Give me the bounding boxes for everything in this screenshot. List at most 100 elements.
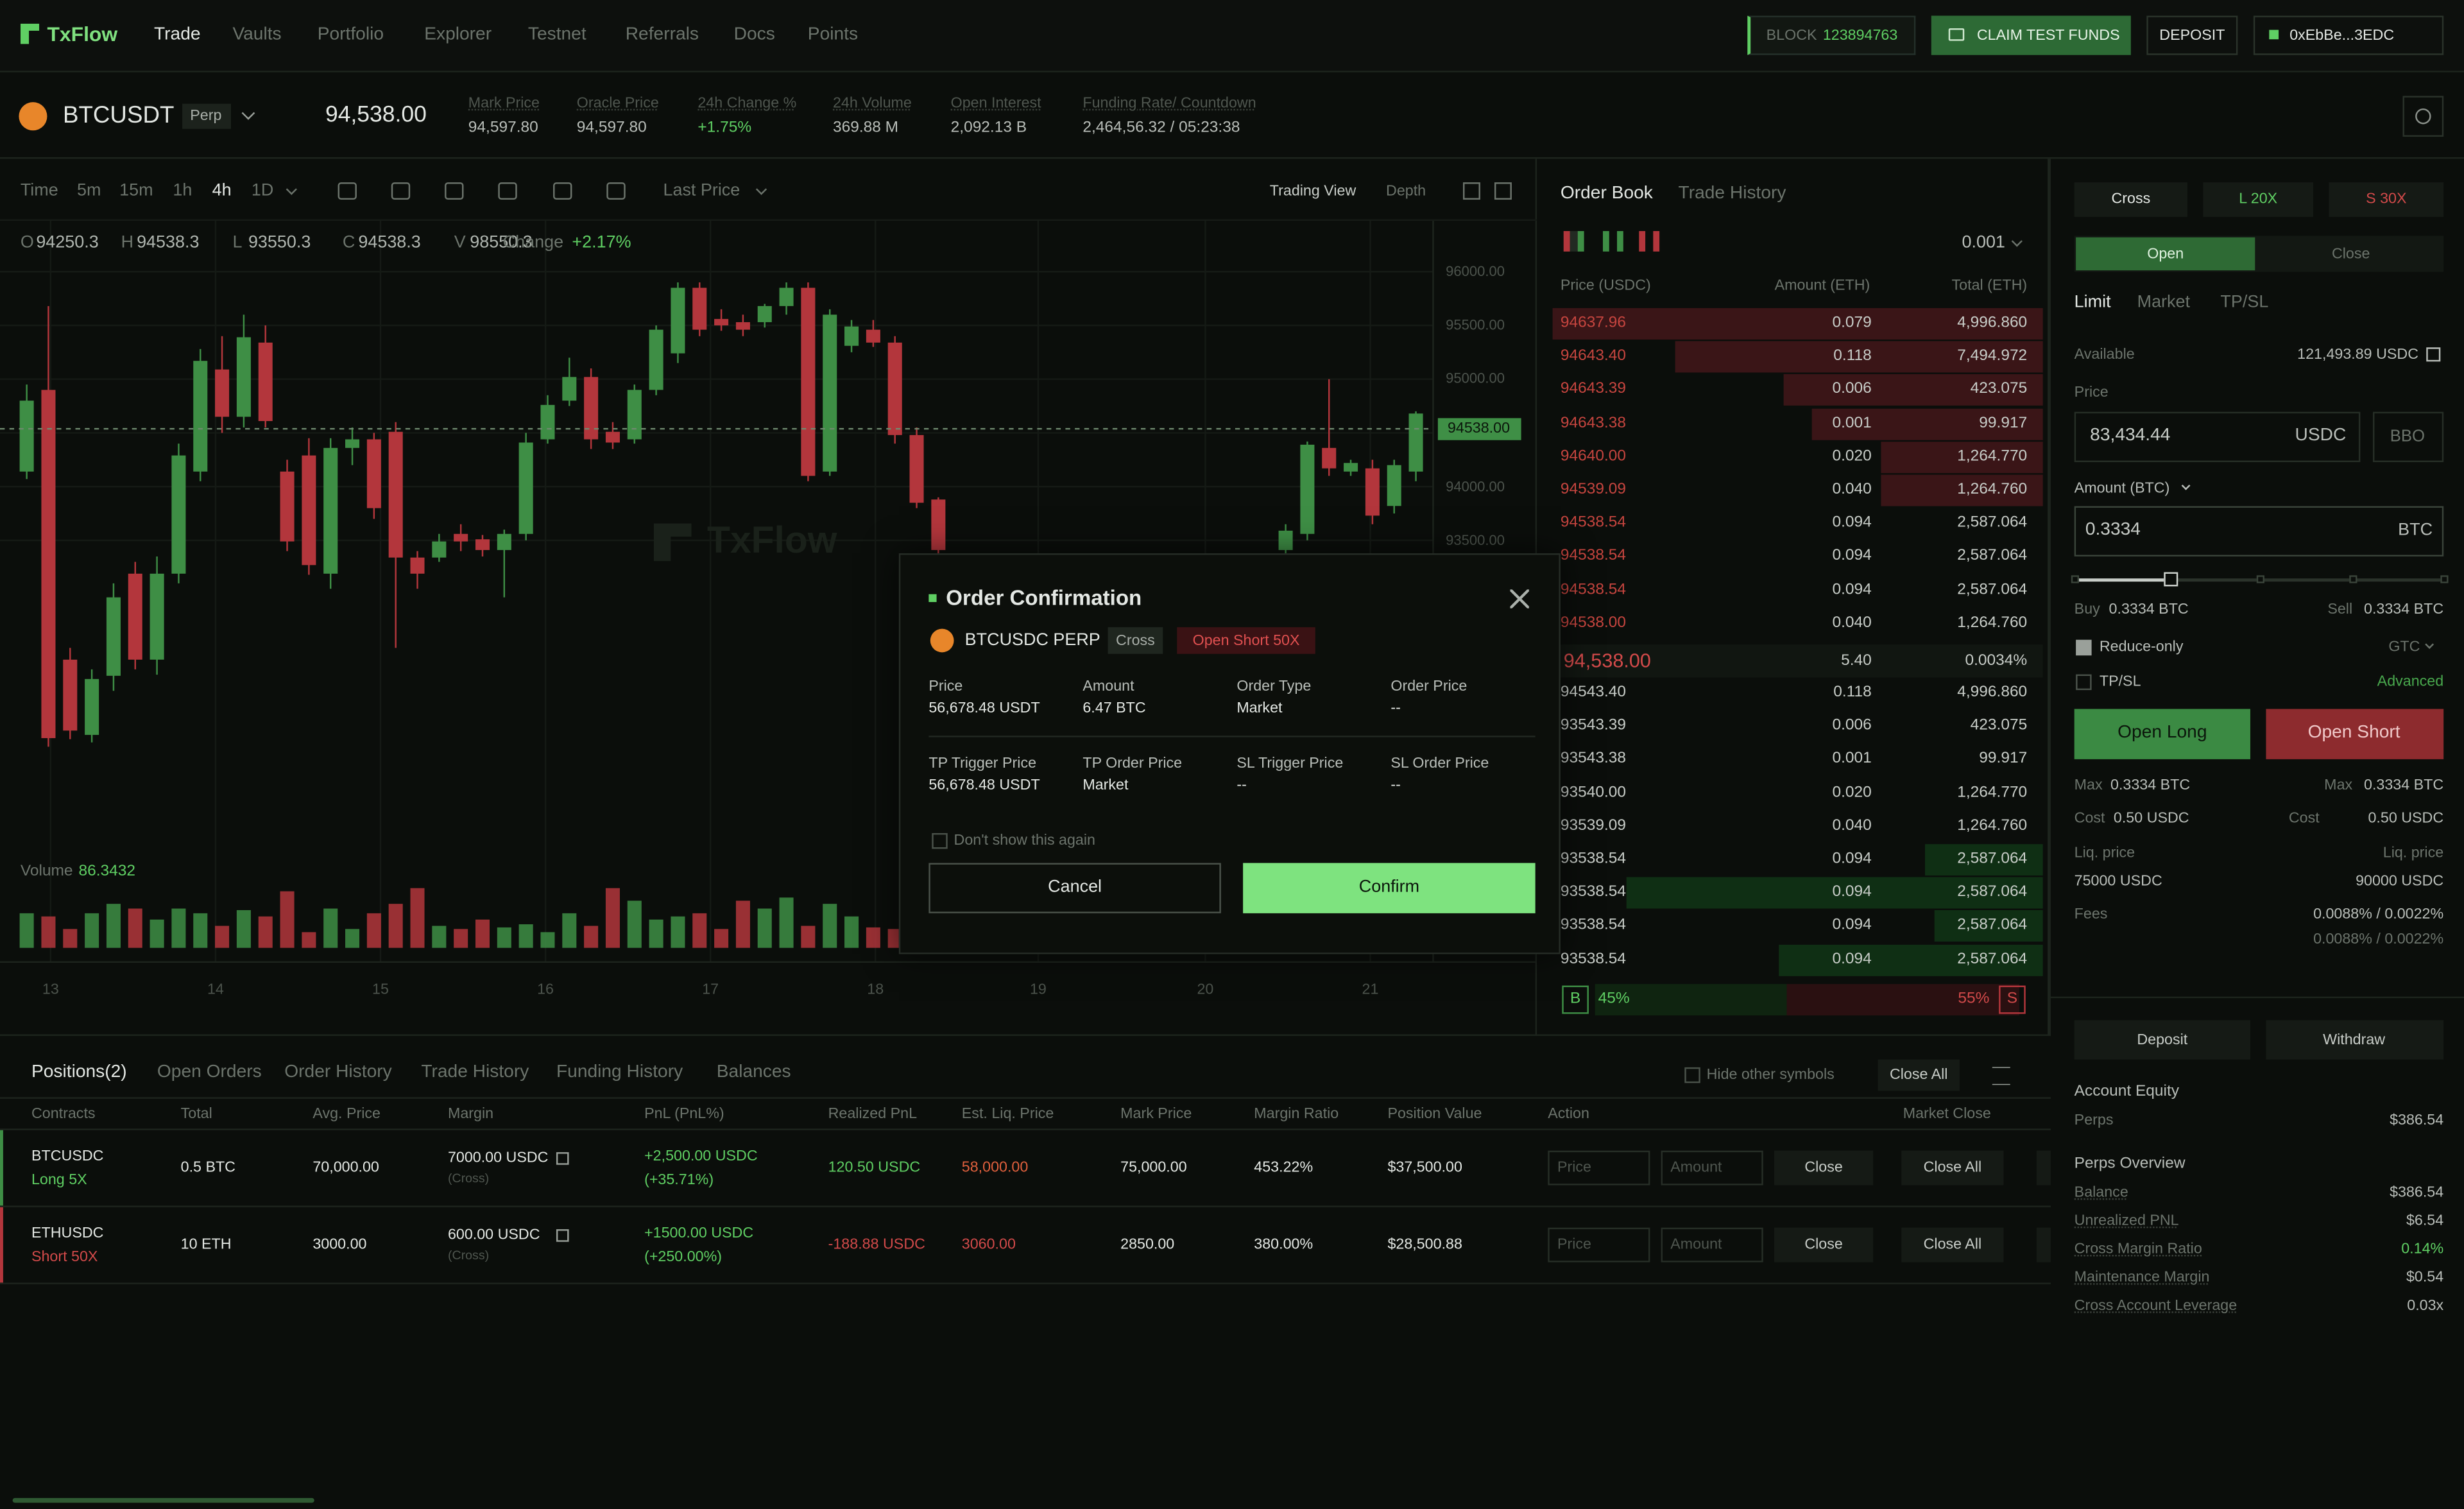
order-type[interactable]: TP/SL (2220, 293, 2269, 312)
label[interactable]: Cancel (1048, 877, 1102, 897)
label[interactable]: Close All (1889, 1066, 1948, 1084)
price-type[interactable]: Last Price (663, 181, 740, 201)
claim-button[interactable] (1931, 15, 2131, 55)
label[interactable]: 0.001 (1962, 233, 2005, 252)
tool-icon[interactable] (553, 182, 572, 200)
market-close-button[interactable] (1901, 1150, 2004, 1186)
label[interactable]: Close (2331, 245, 2370, 263)
nav-item[interactable]: Vaults (232, 25, 282, 44)
label[interactable]: Confirm (1358, 877, 1420, 897)
market-close-button[interactable] (1901, 1227, 2004, 1263)
nav-item[interactable]: Portfolio (317, 25, 384, 44)
nav-item[interactable]: Explorer (424, 25, 492, 44)
tab[interactable]: Trade History (421, 1062, 529, 1082)
wallet-button[interactable] (2253, 15, 2444, 55)
nav-item[interactable]: Points (807, 25, 859, 44)
row-marker (0, 1130, 3, 1206)
bbo-button[interactable] (2372, 411, 2444, 463)
checkbox-checked[interactable] (2076, 639, 2092, 656)
label[interactable]: Advanced (2377, 673, 2444, 691)
price-input[interactable] (2074, 411, 2361, 463)
interval[interactable]: 15m (119, 181, 153, 201)
settings-button[interactable] (2402, 96, 2444, 137)
nav-item[interactable]: Referrals (625, 25, 699, 44)
mode-open[interactable] (2076, 237, 2255, 271)
label[interactable]: S 30X (2366, 191, 2407, 209)
tab[interactable]: Balances (716, 1062, 791, 1082)
checkbox[interactable] (1684, 1067, 1700, 1083)
close-button[interactable] (1774, 1150, 1874, 1186)
edit-icon[interactable] (556, 1229, 569, 1242)
price-input[interactable] (1548, 1227, 1650, 1263)
label[interactable]: Close All (1923, 1236, 1982, 1254)
close-button[interactable] (1774, 1227, 1874, 1263)
edit-icon[interactable] (556, 1152, 569, 1165)
deposit-button[interactable] (2146, 15, 2238, 55)
deposit-button[interactable] (2074, 1020, 2250, 1060)
label[interactable]: GTC (2388, 639, 2420, 656)
amount-input[interactable] (1661, 1227, 1763, 1263)
interval[interactable]: 1D (251, 181, 274, 201)
close-all-button[interactable] (1878, 1059, 1960, 1091)
tab[interactable]: Trade History (1678, 184, 1786, 203)
filter-button[interactable] (1992, 1067, 2010, 1085)
label[interactable]: L 20X (2239, 191, 2278, 209)
label: 0.03x (2407, 1297, 2444, 1315)
interval[interactable]: 4h (212, 181, 232, 201)
label[interactable]: Cross (2111, 191, 2151, 209)
tab[interactable]: Positions(2) (31, 1062, 127, 1082)
label[interactable]: Deposit (2137, 1031, 2188, 1049)
nav-item[interactable]: Testnet (527, 25, 586, 44)
confirm-button[interactable] (1243, 863, 1536, 913)
label[interactable]: Close All (1923, 1159, 1982, 1177)
order-type[interactable]: Limit (2074, 293, 2111, 312)
withdraw-button[interactable] (2266, 1020, 2444, 1060)
checkbox[interactable] (932, 832, 948, 849)
interval[interactable]: 1h (173, 181, 193, 201)
orderbook-panel (1537, 159, 2051, 1036)
amount-input[interactable] (1661, 1150, 1763, 1186)
label[interactable]: Open (2147, 245, 2184, 263)
label[interactable]: Withdraw (2323, 1031, 2386, 1049)
tab[interactable]: Funding History (556, 1062, 683, 1082)
nav-item[interactable]: Trade (154, 25, 201, 44)
price-input[interactable] (1548, 1150, 1650, 1186)
tool-icon[interactable] (338, 182, 357, 200)
tool-icon[interactable] (445, 182, 464, 200)
book-view-icon[interactable] (1639, 231, 1660, 252)
view-tab[interactable]: Trading View (1269, 182, 1356, 200)
label[interactable]: Close (1804, 1159, 1843, 1177)
amount-input[interactable] (2074, 506, 2444, 556)
nav-item[interactable]: Docs (733, 25, 775, 44)
margin-button[interactable] (2329, 182, 2444, 217)
book-view-icon[interactable] (1602, 231, 1623, 252)
label[interactable]: Open Long (2118, 723, 2207, 743)
cancel-button[interactable] (928, 863, 1221, 913)
wallet-address[interactable]: 0xEbBe...3EDC (2289, 27, 2395, 45)
button-label[interactable]: CLAIM TEST FUNDS (1976, 27, 2120, 45)
interval[interactable]: 5m (77, 181, 101, 201)
book-view-icon[interactable] (1563, 231, 1584, 252)
book-price: 94643.38 (1560, 414, 1627, 432)
open-long-button[interactable] (2074, 709, 2250, 759)
modal-close[interactable] (1510, 589, 1529, 608)
label[interactable]: BBO (2390, 427, 2426, 446)
checkbox[interactable] (2076, 674, 2092, 691)
tool-icon[interactable] (606, 182, 626, 200)
view-tab[interactable]: Depth (1386, 182, 1426, 200)
tab[interactable]: Order Book (1560, 184, 1653, 203)
label[interactable]: Close (1804, 1236, 1843, 1254)
margin-button[interactable] (2074, 182, 2188, 217)
layout-icon[interactable] (1463, 182, 1480, 200)
tab[interactable]: Open Orders (157, 1062, 262, 1082)
tool-icon[interactable] (391, 182, 411, 200)
layout-icon[interactable] (1494, 182, 1512, 200)
tool-icon[interactable] (498, 182, 517, 200)
margin-button[interactable] (2203, 182, 2313, 217)
label[interactable]: Open Short (2307, 723, 2400, 743)
tab[interactable]: Order History (284, 1062, 392, 1082)
order-type[interactable]: Market (2137, 293, 2190, 312)
slider-knob[interactable] (2163, 572, 2178, 587)
open-short-button[interactable] (2266, 709, 2444, 759)
button-label[interactable]: DEPOSIT (2159, 27, 2225, 45)
